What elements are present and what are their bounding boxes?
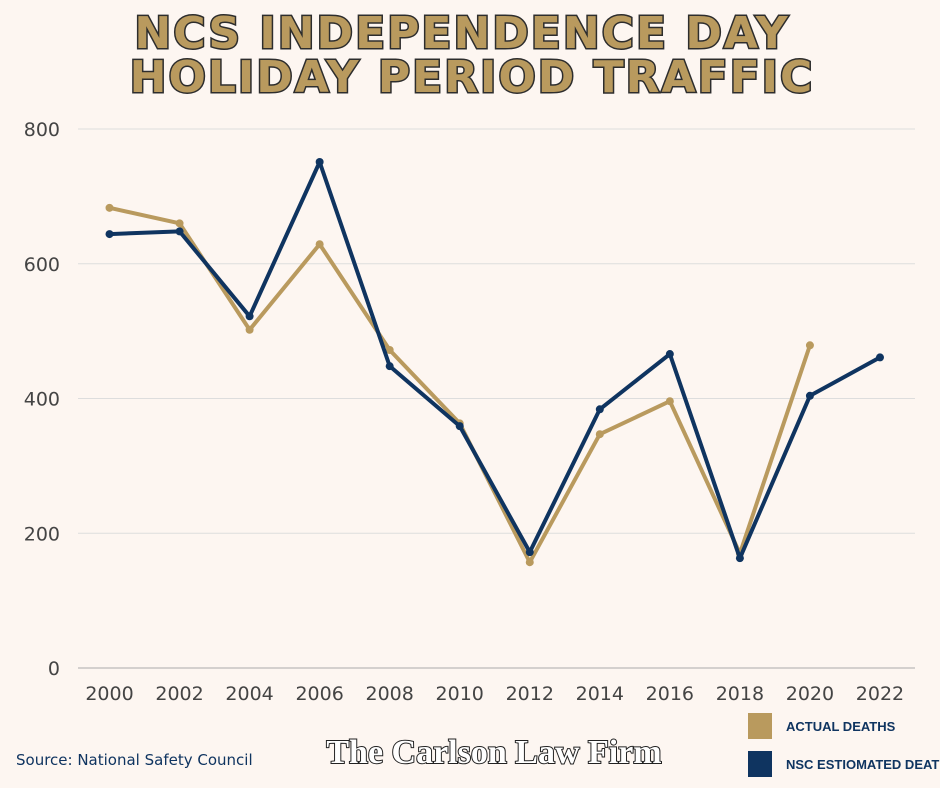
data-point: [455, 422, 464, 431]
data-point: [525, 558, 534, 567]
brand: The Carlson Law Firm: [326, 734, 661, 771]
legend-swatch: [748, 751, 772, 777]
data-point: [175, 219, 184, 228]
data-point: [385, 345, 394, 354]
chart-title: HOLIDAY PERIOD TRAFFIC: [130, 52, 815, 103]
data-point: [665, 397, 674, 406]
data-point: [665, 350, 674, 359]
x-tick-label: 2000: [85, 683, 133, 705]
legend-label: NSC ESTIOMATED DEATHS: [786, 757, 940, 772]
x-tick-label: 2010: [436, 683, 484, 705]
x-tick-label: 2002: [155, 683, 203, 705]
data-point: [595, 430, 604, 439]
data-point: [315, 240, 324, 249]
data-point: [315, 158, 324, 167]
x-tick-label: 2012: [506, 683, 554, 705]
data-point: [875, 353, 884, 362]
data-point: [105, 203, 114, 212]
x-tick-label: 2018: [716, 683, 764, 705]
x-tick-label: 2008: [366, 683, 414, 705]
data-point: [245, 325, 254, 334]
x-tick-label: 2016: [646, 683, 694, 705]
x-tick-label: 2014: [576, 683, 624, 705]
x-tick-label: 2022: [856, 683, 904, 705]
data-point: [105, 230, 114, 239]
data-point: [245, 312, 254, 321]
legend-swatch: [748, 713, 772, 739]
x-tick-label: 2006: [295, 683, 343, 705]
data-point: [385, 362, 394, 371]
data-point: [735, 554, 744, 563]
data-point: [595, 405, 604, 414]
data-point: [525, 548, 534, 557]
source: Source: National Safety Council: [16, 751, 253, 769]
y-tick-label: 0: [48, 658, 60, 680]
x-tick-label: 2004: [225, 683, 273, 705]
y-tick-label: 600: [24, 254, 60, 276]
legend-label: ACTUAL DEATHS: [786, 719, 896, 734]
y-tick-label: 200: [24, 523, 60, 545]
y-tick-label: 800: [24, 119, 60, 141]
x-tick-label: 2020: [786, 683, 834, 705]
chart-title: NCS INDEPENDENCE DAY: [134, 8, 789, 59]
data-point: [805, 341, 814, 350]
y-tick-label: 400: [24, 389, 60, 411]
data-point: [805, 391, 814, 400]
series-line: [109, 160, 881, 561]
data-point: [175, 227, 184, 236]
